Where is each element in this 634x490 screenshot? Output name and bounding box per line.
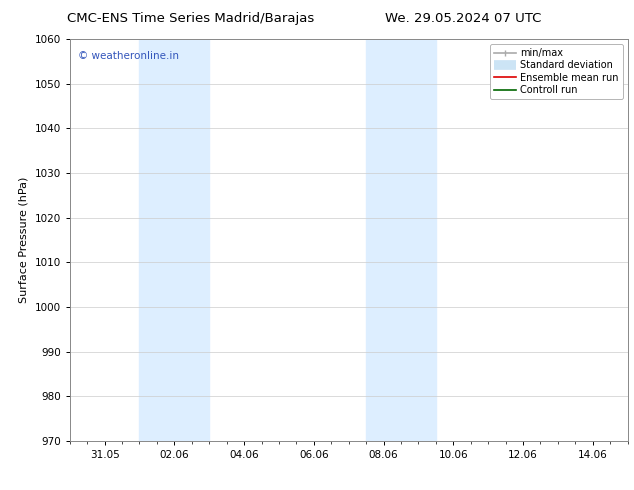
Text: © weatheronline.in: © weatheronline.in: [78, 51, 179, 61]
Text: We. 29.05.2024 07 UTC: We. 29.05.2024 07 UTC: [385, 12, 541, 25]
Bar: [139, 39, 209, 441]
Y-axis label: Surface Pressure (hPa): Surface Pressure (hPa): [19, 177, 29, 303]
Legend: min/max, Standard deviation, Ensemble mean run, Controll run: min/max, Standard deviation, Ensemble me…: [490, 44, 623, 99]
Text: CMC-ENS Time Series Madrid/Barajas: CMC-ENS Time Series Madrid/Barajas: [67, 12, 314, 25]
Bar: [366, 39, 436, 441]
